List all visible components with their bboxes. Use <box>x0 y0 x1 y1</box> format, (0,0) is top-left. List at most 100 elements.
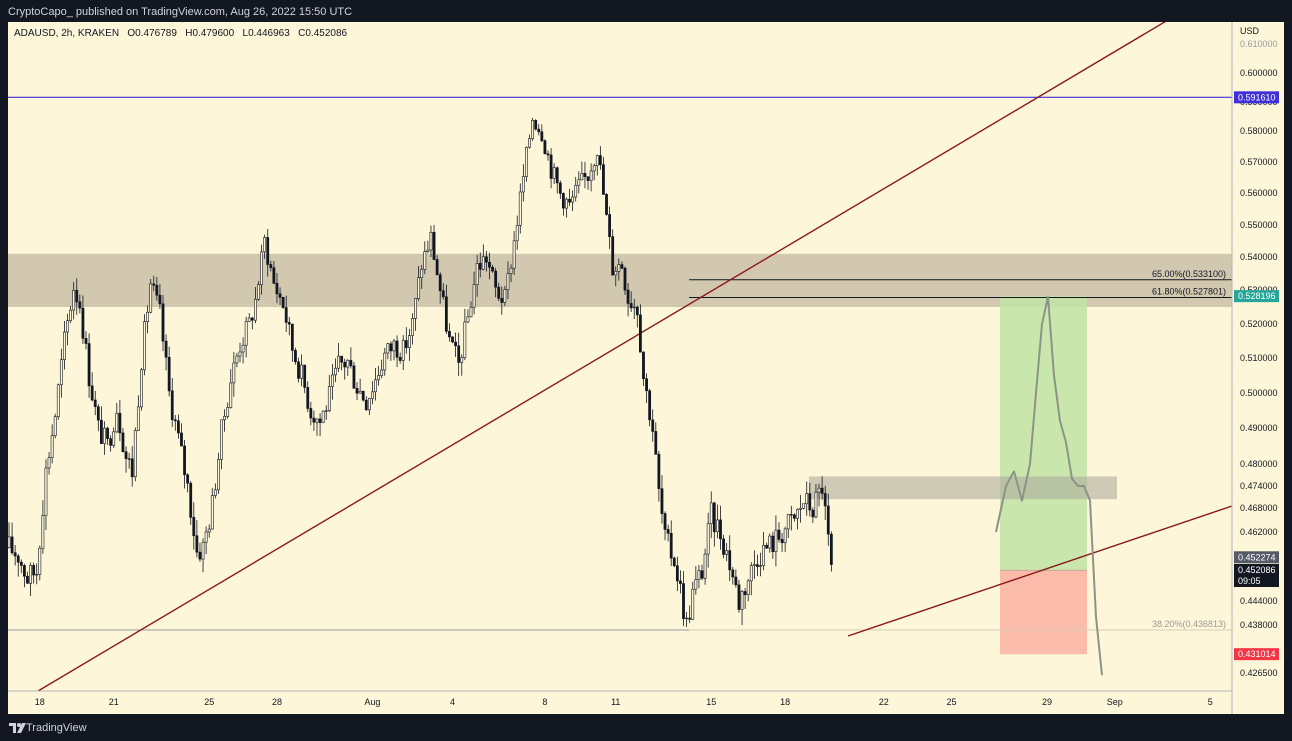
candle <box>146 305 150 334</box>
candle-body <box>269 264 273 269</box>
candle <box>32 562 36 584</box>
candle <box>72 281 76 320</box>
candle <box>380 359 384 379</box>
candle <box>392 338 396 361</box>
candle-body <box>466 316 470 323</box>
candle <box>281 296 285 309</box>
candle <box>451 336 454 344</box>
candle <box>38 545 42 581</box>
candle <box>605 192 608 216</box>
candle <box>454 332 458 357</box>
candle-body <box>679 580 682 584</box>
ascending-trendline <box>37 22 1167 692</box>
candle <box>521 164 525 202</box>
candle <box>192 502 196 550</box>
candle <box>494 267 498 298</box>
candle-body <box>826 505 830 535</box>
candle-body <box>537 128 541 133</box>
candle-body <box>774 529 778 553</box>
projection-path <box>995 295 1103 676</box>
candle <box>53 413 57 439</box>
price-tag-label: 0.591610 <box>1238 92 1276 102</box>
candle <box>290 323 294 362</box>
time-tick-label: 21 <box>109 697 119 707</box>
candle <box>740 590 744 626</box>
candle-body <box>555 167 559 184</box>
price-tick-label: 0.580000 <box>1240 126 1278 136</box>
candle <box>183 440 186 489</box>
price-tick-label: 0.480000 <box>1240 459 1278 469</box>
candle-body <box>586 176 590 181</box>
candle-body <box>201 541 205 560</box>
candle-body <box>500 298 504 303</box>
candle-body <box>454 341 458 347</box>
candle <box>595 154 599 176</box>
candle <box>136 395 140 432</box>
candle-body <box>432 231 436 260</box>
candle <box>173 415 177 431</box>
price-tag-bg <box>1234 648 1279 661</box>
candle-body <box>93 399 97 407</box>
candle-body <box>106 427 109 439</box>
candle <box>484 250 488 272</box>
price-tick-label: 0.560000 <box>1240 188 1278 198</box>
candle <box>728 535 732 581</box>
candle <box>657 450 661 502</box>
price-tick-label: 0.468000 <box>1240 503 1278 513</box>
open-value: O0.476789 <box>127 28 177 39</box>
candle-body <box>263 237 267 253</box>
candle <box>386 342 390 360</box>
stop-zone <box>1000 570 1087 655</box>
candle <box>472 271 476 315</box>
candle <box>426 240 430 254</box>
candle <box>29 562 32 597</box>
candle-body <box>78 301 82 309</box>
candle-body <box>811 509 815 518</box>
candle-body <box>59 359 63 386</box>
candle-body <box>290 323 294 351</box>
candle <box>808 482 812 517</box>
candle <box>164 334 168 371</box>
candle <box>792 513 796 522</box>
candle-body <box>411 318 414 336</box>
price-tag-bg <box>1234 290 1279 303</box>
candle-body <box>35 574 39 576</box>
candle <box>632 298 636 320</box>
candle <box>340 355 344 371</box>
candle <box>642 351 645 387</box>
candle <box>407 328 411 361</box>
candle <box>294 347 297 365</box>
candle-body <box>32 565 36 576</box>
time-tick-label: 18 <box>780 697 790 707</box>
price-chart[interactable]: 65.00%(0.533100) 61.80%(0.527801) 38.20%(0… <box>8 22 1284 714</box>
candle <box>204 526 208 555</box>
candle-body <box>374 379 377 393</box>
candle-body <box>260 251 263 285</box>
candle <box>44 459 48 531</box>
candle <box>155 276 159 301</box>
candle-body <box>469 306 473 318</box>
candle-body <box>543 140 547 155</box>
time-tick-label: 11 <box>611 697 620 707</box>
candle-body <box>792 514 796 519</box>
candle-body <box>448 331 451 338</box>
candle-body <box>297 361 300 379</box>
candle-body <box>133 430 137 478</box>
price-tick-label: 0.490000 <box>1240 423 1278 433</box>
candle <box>756 554 759 577</box>
candle <box>466 309 470 323</box>
candle <box>817 483 821 507</box>
candle-body <box>210 495 214 530</box>
candle-body <box>229 382 233 408</box>
candle <box>63 321 66 370</box>
candle-body <box>608 214 612 237</box>
candle-body <box>183 445 186 476</box>
candle <box>78 294 82 314</box>
candle-body <box>167 356 171 392</box>
candle <box>438 272 442 304</box>
candle <box>829 531 833 572</box>
candle-body <box>90 385 94 401</box>
fib-level-label: 65.00%(0.533100) <box>1152 269 1226 279</box>
candle-body <box>334 367 337 376</box>
candle <box>371 381 374 405</box>
